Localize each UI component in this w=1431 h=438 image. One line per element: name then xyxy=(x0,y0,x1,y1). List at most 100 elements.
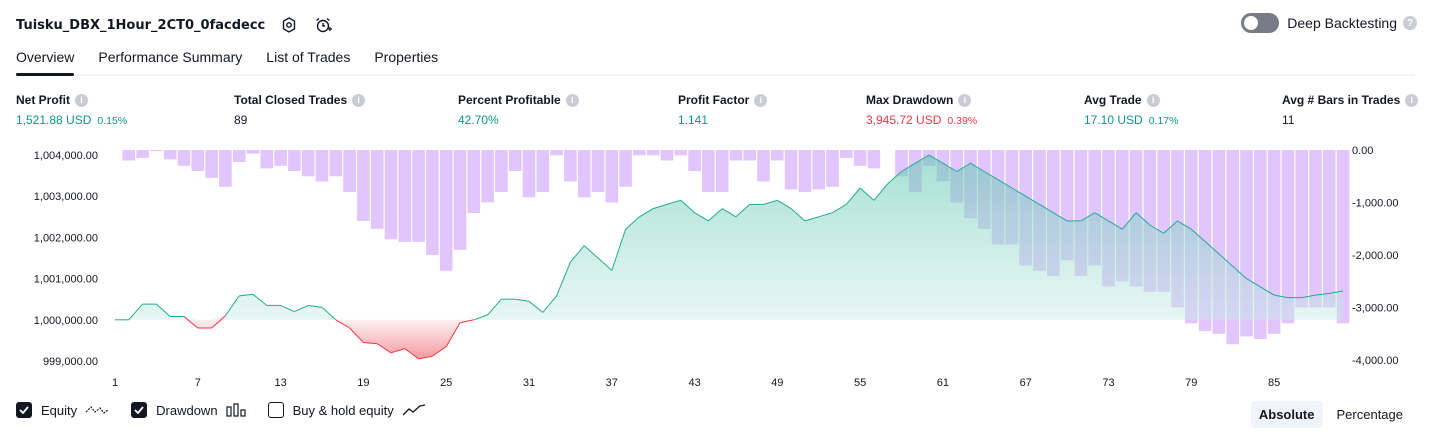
drawdown-checkbox[interactable] xyxy=(131,402,148,418)
equity-loss-area xyxy=(115,319,1344,359)
equity-line-segment xyxy=(321,307,337,321)
legend-drawdown[interactable]: Drawdown xyxy=(131,402,246,418)
drawdown-bar xyxy=(1309,150,1322,308)
equity-line-segment xyxy=(445,322,461,347)
legend-equity[interactable]: Equity xyxy=(16,402,109,418)
info-icon[interactable]: i xyxy=(754,93,768,107)
legend-buy-hold[interactable]: Buy & hold equity xyxy=(267,402,426,418)
drawdown-bar xyxy=(826,150,839,187)
equity-line-segment xyxy=(404,348,419,360)
drawdown-bar xyxy=(757,150,770,182)
drawdown-bar xyxy=(398,150,412,242)
drawdown-bar xyxy=(729,150,743,161)
equity-line-segment xyxy=(708,208,723,222)
equity-line-segment xyxy=(1190,228,1206,242)
deep-backtesting-toggle[interactable] xyxy=(1241,13,1280,33)
drawdown-bar xyxy=(577,150,591,198)
tab-overview[interactable]: Overview xyxy=(16,44,75,76)
report-tabs: Overview Performance Summary List of Tra… xyxy=(16,44,1415,76)
info-icon[interactable]: i xyxy=(352,93,366,107)
drawdown-bar xyxy=(274,150,287,166)
buy-hold-checkbox[interactable] xyxy=(267,402,284,418)
equity-line-segment xyxy=(1094,212,1109,222)
equity-line-segment xyxy=(432,346,447,357)
left-axis-tick: 1,003,000.00 xyxy=(34,191,98,203)
equity-line-segment xyxy=(1218,253,1234,267)
info-icon[interactable]: i xyxy=(1146,93,1160,107)
equity-line-segment xyxy=(1108,220,1123,230)
equity-line-segment xyxy=(308,304,323,308)
metric-value: 1.141 xyxy=(678,113,709,127)
metric-label: Avg Trade xyxy=(1084,93,1142,107)
metric-value: 1,521.88 USD xyxy=(16,113,92,127)
equity-line-icon xyxy=(85,403,109,417)
tab-list-of-trades[interactable]: List of Trades xyxy=(266,49,351,65)
gear-icon[interactable] xyxy=(279,15,299,35)
equity-line-segment xyxy=(583,245,599,259)
drawdown-bar xyxy=(122,150,136,161)
metric-value: 42.70% xyxy=(458,113,499,127)
info-icon[interactable]: i xyxy=(1405,93,1419,107)
metric-percent: 0.39% xyxy=(947,115,978,127)
info-icon[interactable]: i xyxy=(958,93,972,107)
equity-line-segment xyxy=(528,300,544,313)
right-axis-tick: -4,000.00 xyxy=(1352,355,1398,367)
equity-line-segment xyxy=(763,199,778,205)
drawdown-bar xyxy=(564,150,577,182)
x-axis-tick: 19 xyxy=(357,377,369,389)
alarm-add-icon[interactable] xyxy=(313,15,333,35)
info-icon[interactable]: i xyxy=(565,93,579,107)
drawdown-bar xyxy=(550,150,563,156)
equity-line-segment xyxy=(1135,212,1151,226)
drawdown-bar xyxy=(163,150,177,160)
question-icon[interactable]: ? xyxy=(1403,16,1417,30)
drawdown-bar xyxy=(370,150,384,229)
equity-line-segment xyxy=(1039,203,1054,214)
left-axis-tick: 1,000,000.00 xyxy=(34,315,98,327)
tab-properties[interactable]: Properties xyxy=(374,49,439,65)
equity-line-segment xyxy=(1177,220,1192,230)
drawdown-bar xyxy=(591,150,605,192)
drawdown-bar xyxy=(1281,150,1295,324)
tab-performance-summary[interactable]: Performance Summary xyxy=(98,49,243,65)
equity-line-segment xyxy=(211,315,226,329)
equity-checkbox[interactable] xyxy=(16,402,32,418)
drawdown-bar xyxy=(453,150,467,250)
drawdown-bar xyxy=(288,150,301,171)
equity-line-segment xyxy=(335,319,350,329)
chart-legend: Equity Drawdown Buy & hold equity xyxy=(16,402,448,418)
metric-avg-bars: Avg # Bars in Trades i 11 xyxy=(1282,93,1419,127)
metric-value: 89 xyxy=(234,113,248,127)
equity-line-segment xyxy=(639,208,654,218)
x-axis-tick: 1 xyxy=(112,377,118,389)
info-icon[interactable]: i xyxy=(75,93,88,107)
drawdown-bar xyxy=(191,150,205,171)
equity-line-segment xyxy=(1246,278,1261,288)
equity-line-segment xyxy=(666,199,681,205)
drawdown-bar xyxy=(605,150,619,203)
equity-line-segment xyxy=(597,257,613,271)
drawdown-bar xyxy=(702,150,715,192)
equity-line-segment xyxy=(1204,241,1220,255)
equity-line-segment xyxy=(1149,224,1164,234)
equity-line-segment xyxy=(625,216,640,230)
equity-line-segment xyxy=(1080,212,1095,222)
metric-label: Percent Profitable xyxy=(458,93,561,107)
metric-profit-factor: Profit Factor i 1.141 xyxy=(678,93,768,127)
metric-max-drawdown: Max Drawdown i 3,945.72 USD 0.39% xyxy=(866,93,977,127)
mode-absolute-button[interactable]: Absolute xyxy=(1250,401,1323,428)
equity-profit-area xyxy=(115,155,1344,320)
equity-line-segment xyxy=(956,162,971,172)
x-axis-tick: 13 xyxy=(274,377,286,389)
drawdown-bar xyxy=(136,150,149,158)
equity-line-segment xyxy=(1260,286,1275,296)
equity-line-segment xyxy=(611,229,627,271)
equity-line-segment xyxy=(735,204,751,218)
metric-label: Net Profit xyxy=(16,93,70,107)
equity-line-segment xyxy=(473,314,488,321)
mode-percentage-button[interactable]: Percentage xyxy=(1336,407,1404,422)
equity-line-segment xyxy=(128,303,143,321)
metric-label: Max Drawdown xyxy=(866,93,954,107)
right-axis-tick: 0.00 xyxy=(1352,145,1373,157)
buyhold-line-icon xyxy=(402,403,426,417)
